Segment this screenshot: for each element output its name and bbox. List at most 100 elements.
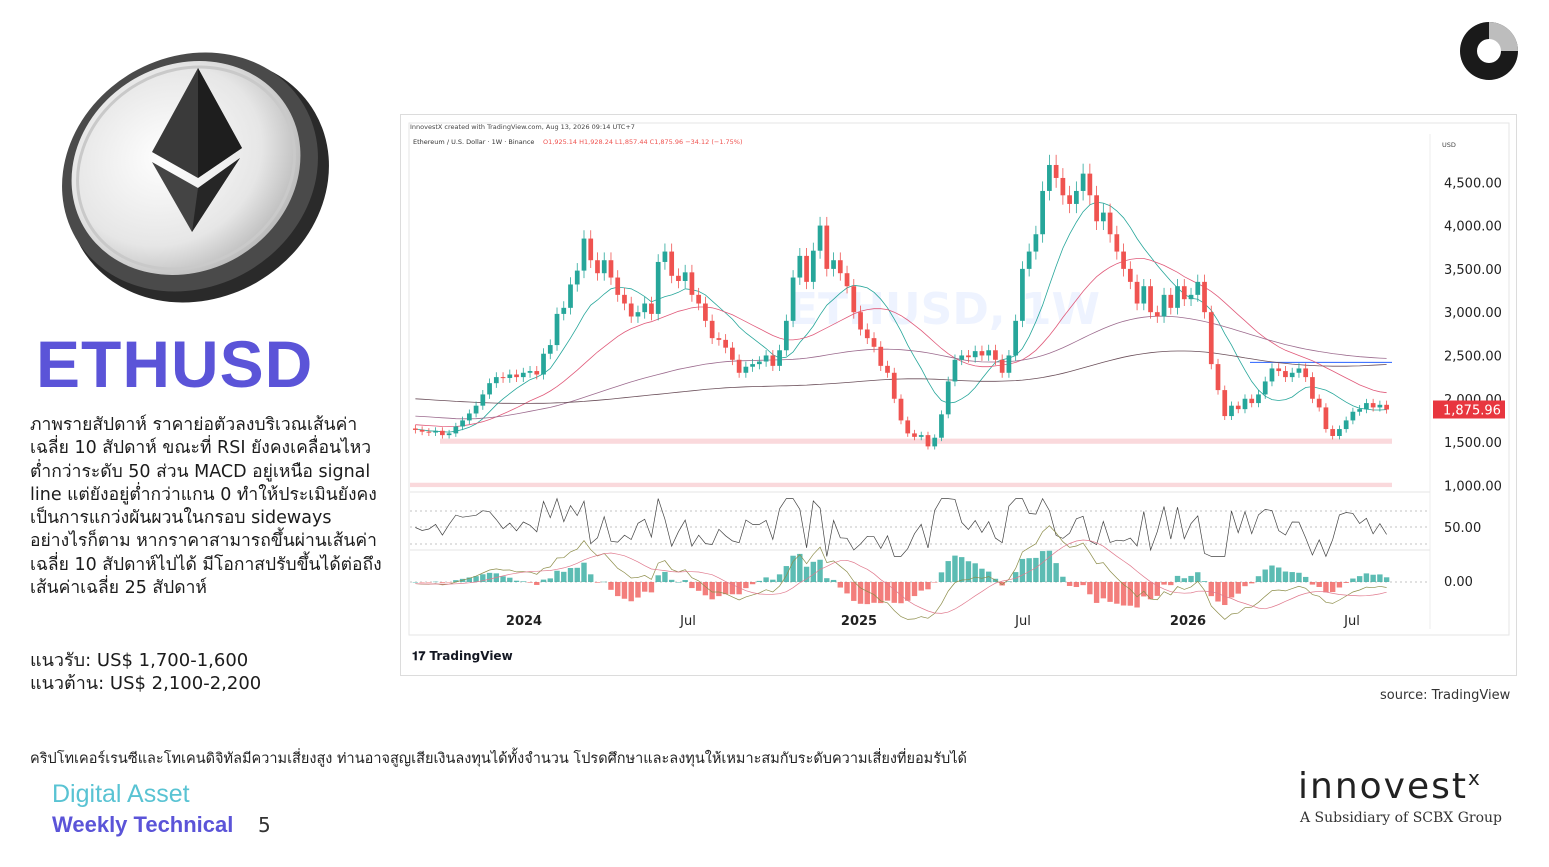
- candle-body: [736, 359, 742, 373]
- support-zone: [440, 438, 1392, 444]
- candle-body: [1316, 398, 1322, 408]
- candle-body: [1235, 405, 1241, 410]
- candle-body: [568, 284, 573, 308]
- macd-histogram-bar: [419, 582, 425, 583]
- candle-body: [574, 270, 580, 285]
- candle-body: [1310, 377, 1315, 399]
- candle-body: [1337, 429, 1342, 436]
- macd-histogram-bar: [1046, 550, 1053, 582]
- rsi-level-label: 50.00: [1444, 521, 1481, 536]
- macd-histogram-bar: [1208, 582, 1214, 597]
- chart-ohlc: O1,925.14 H1,928.24 L1,857.44 C1,875.96 …: [543, 138, 743, 146]
- page-title: ETHUSD: [36, 327, 314, 401]
- candle-body: [1060, 177, 1066, 196]
- macd-histogram-bar: [1033, 557, 1039, 582]
- candle-body: [797, 255, 803, 278]
- candle-body: [804, 255, 809, 282]
- candle-body: [871, 338, 877, 347]
- macd-histogram-bar: [1302, 576, 1309, 582]
- macd-histogram-bar: [736, 582, 742, 595]
- macd-histogram-bar: [1066, 582, 1073, 586]
- macd-histogram-bar: [466, 577, 473, 582]
- macd-histogram-bar: [574, 567, 580, 582]
- macd-histogram-bar: [648, 582, 655, 593]
- macd-histogram-bar: [534, 582, 540, 585]
- candle-body: [1195, 281, 1201, 295]
- ethereum-coin-icon: [62, 52, 329, 303]
- candle-body: [1296, 368, 1302, 373]
- candle-body: [959, 355, 965, 360]
- candle-body: [817, 225, 823, 251]
- macd-histogram-bar: [864, 582, 870, 605]
- macd-histogram-bar: [1147, 582, 1154, 600]
- candle-body: [439, 430, 445, 436]
- macd-histogram-bar: [432, 581, 439, 583]
- macd-histogram-bar: [1087, 582, 1093, 595]
- footer-series-title: Digital Asset: [52, 780, 190, 808]
- candle-body: [527, 371, 533, 373]
- macd-histogram-bar: [999, 582, 1005, 586]
- candle-body: [824, 225, 830, 269]
- macd-histogram-bar: [1215, 582, 1221, 602]
- candle-body: [547, 345, 553, 354]
- candle-body: [453, 426, 459, 434]
- macd-histogram-bar: [480, 574, 486, 582]
- macd-histogram-bar: [473, 576, 479, 582]
- chart-watermark: ETHUSD, 1W: [788, 284, 1100, 335]
- candle-body: [1208, 312, 1214, 365]
- candle-body: [1370, 403, 1376, 408]
- y-tick-label: 1,500.00: [1444, 436, 1502, 451]
- macd-histogram-bar: [513, 580, 520, 582]
- rsi-line: [415, 497, 1387, 558]
- macd-histogram-bar: [722, 582, 729, 595]
- macd-histogram-bar: [898, 582, 904, 604]
- candle-body: [628, 303, 634, 317]
- candle-body: [446, 433, 452, 436]
- x-tick-label: Jul: [1343, 614, 1360, 629]
- candle-body: [507, 374, 513, 378]
- candle-body: [999, 359, 1005, 373]
- macd-histogram-bar: [1141, 582, 1147, 597]
- macd-histogram-bar: [770, 579, 776, 582]
- candle-body: [622, 294, 627, 304]
- macd-histogram-bar: [837, 582, 843, 588]
- macd-histogram-bar: [1289, 572, 1295, 582]
- candle-body: [1350, 411, 1356, 421]
- resistance-level: แนวต้าน: US$ 2,100-2,200: [30, 673, 262, 694]
- innovestx-logo: innovestx: [1298, 766, 1482, 807]
- candle-body: [1229, 405, 1234, 417]
- candle-body: [709, 320, 715, 339]
- candle-body: [993, 350, 998, 360]
- logo-x: x: [1467, 766, 1482, 790]
- candle-body: [1148, 286, 1153, 313]
- macd-histogram-bar: [628, 582, 634, 602]
- candle-body: [581, 238, 587, 271]
- macd-histogram-bar: [925, 582, 931, 590]
- candle-body: [520, 372, 526, 378]
- macd-histogram-bar: [830, 579, 837, 582]
- candle-body: [939, 414, 944, 438]
- candle-body: [756, 361, 762, 365]
- candle-body: [561, 307, 567, 314]
- macd-histogram-bar: [412, 582, 419, 583]
- candle-body: [1256, 394, 1261, 404]
- macd-histogram-bar: [1053, 563, 1059, 582]
- candle-body: [750, 364, 755, 367]
- macd-histogram-bar: [979, 568, 985, 582]
- candle-body: [473, 405, 479, 414]
- candle-body: [1215, 364, 1221, 391]
- candle-body: [1067, 195, 1072, 204]
- macd-histogram-bar: [905, 582, 911, 601]
- macd-histogram-bar: [716, 582, 722, 597]
- macd-histogram-bar: [668, 579, 675, 582]
- candle-body: [763, 355, 769, 362]
- tradingview-logo: 𝟏𝟕 TradingView: [412, 649, 513, 663]
- macd-histogram-bar: [682, 580, 688, 582]
- candle-body: [885, 365, 890, 373]
- x-tick-label: 2025: [841, 614, 877, 629]
- macd-histogram-bar: [1276, 567, 1282, 582]
- macd-histogram-bar: [1080, 582, 1086, 586]
- y-tick-label: 4,500.00: [1444, 176, 1502, 191]
- macd-histogram-bar: [729, 582, 736, 595]
- macd-histogram-bar: [1060, 576, 1066, 582]
